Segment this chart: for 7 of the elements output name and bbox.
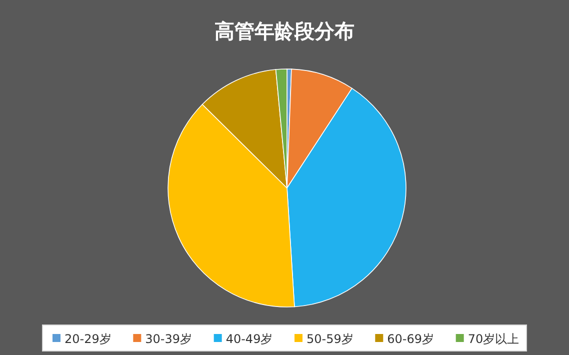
- legend-label: 70岁以上: [468, 332, 520, 346]
- chart-title: 高管年龄段分布: [214, 19, 354, 43]
- legend-label: 40-49岁: [226, 332, 273, 346]
- legend-label: 20-29岁: [64, 332, 112, 346]
- legend-label: 60-69岁: [387, 332, 434, 346]
- legend-label: 50-59岁: [306, 332, 354, 346]
- legend-label: 30-39岁: [145, 332, 192, 346]
